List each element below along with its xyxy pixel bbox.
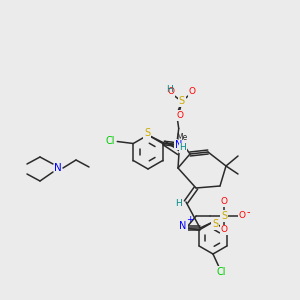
Text: N: N [175, 140, 182, 149]
Text: S: S [212, 219, 218, 229]
Text: +: + [186, 215, 194, 224]
Text: O: O [188, 87, 195, 96]
Text: S: S [144, 128, 150, 138]
Text: -: - [246, 207, 250, 217]
Text: H: H [176, 200, 182, 208]
Text: O: O [167, 87, 174, 96]
Text: S: S [179, 97, 185, 106]
Text: N: N [54, 163, 62, 173]
Text: O: O [220, 226, 228, 235]
Text: O: O [238, 212, 246, 220]
Text: N: N [179, 221, 187, 231]
Text: Cl: Cl [216, 267, 226, 277]
Text: S: S [221, 211, 227, 221]
Text: Me: Me [176, 134, 188, 142]
Text: H: H [166, 85, 173, 94]
Text: O: O [220, 197, 228, 206]
Text: Cl: Cl [106, 136, 115, 146]
Text: H: H [180, 143, 186, 152]
Text: O: O [176, 111, 183, 120]
